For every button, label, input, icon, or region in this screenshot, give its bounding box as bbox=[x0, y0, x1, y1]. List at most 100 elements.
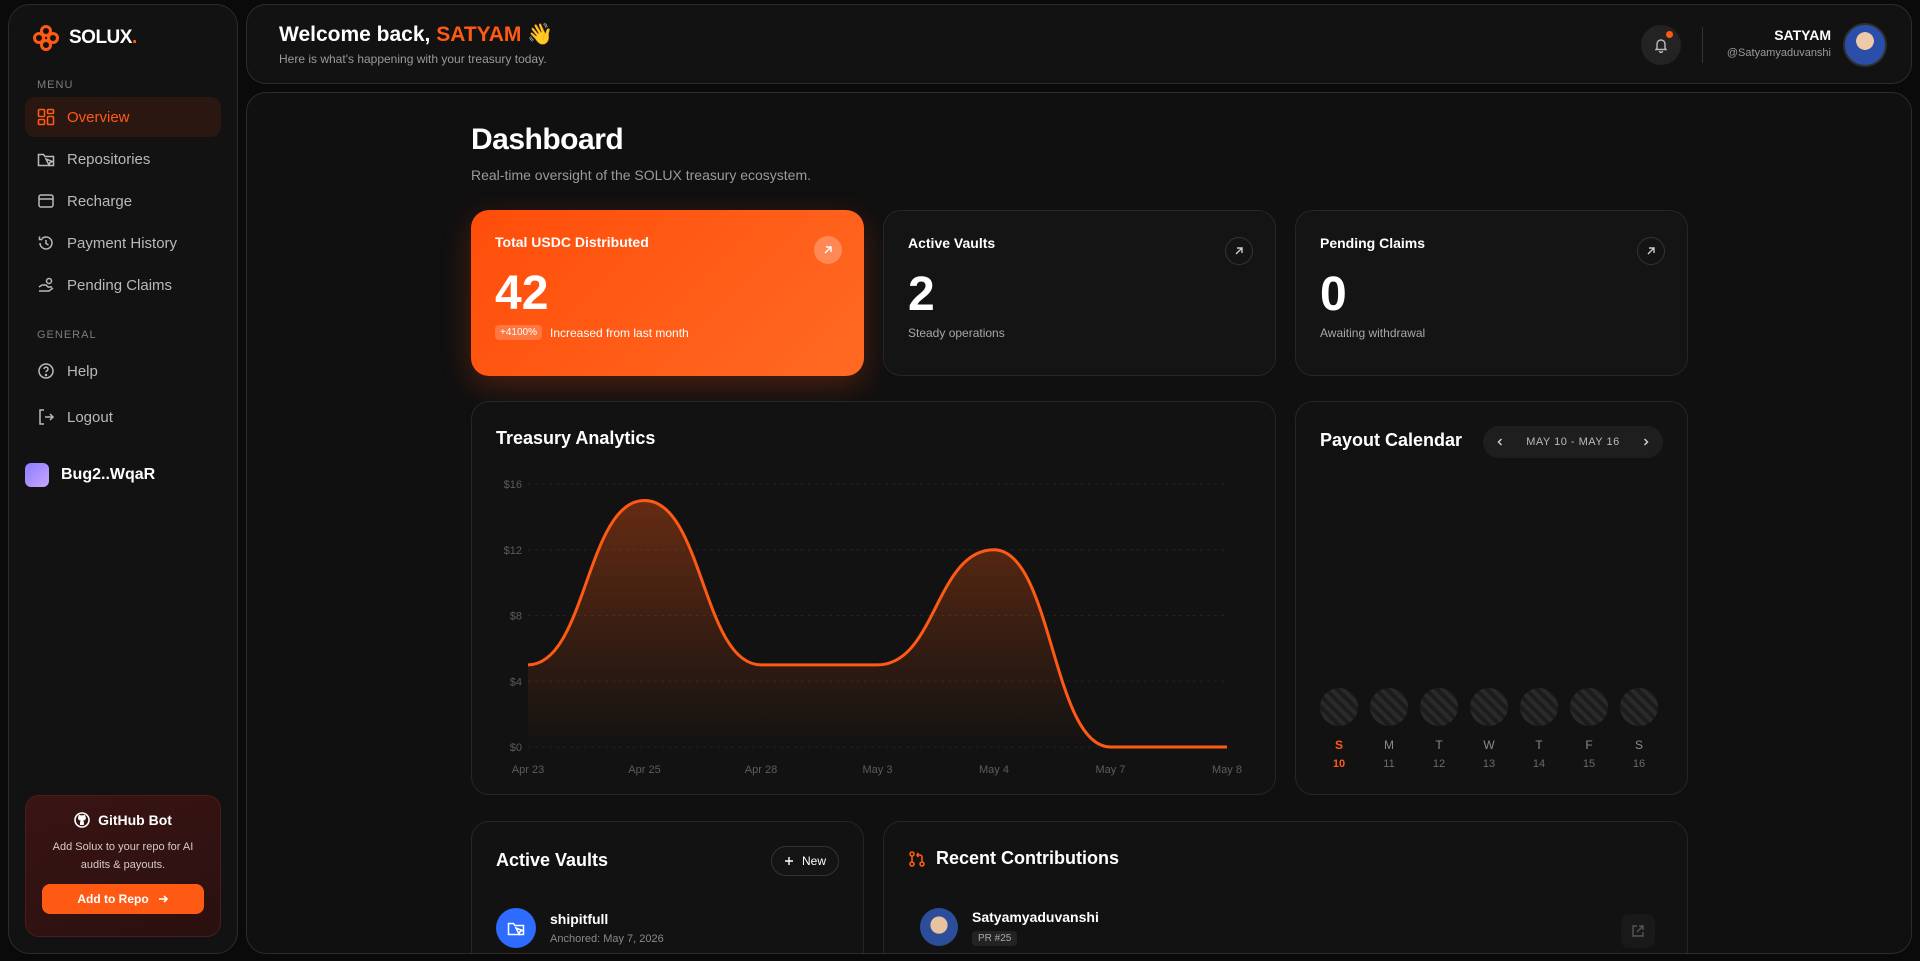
history-icon bbox=[38, 236, 53, 250]
profile-name: SATYAM bbox=[1774, 27, 1831, 43]
calendar-day[interactable]: S 10 bbox=[1320, 688, 1358, 770]
calendar-day-indicator bbox=[1570, 688, 1608, 726]
treasury-chart[interactable]: $0 $4 $8 $12 $16 Apr 23 Apr 25 Apr 28 May 3 May 4… bbox=[472, 402, 1277, 796]
stat-card-pending-claims[interactable]: Pending Claims 0 Awaiting withdrawal bbox=[1295, 210, 1688, 376]
top-header: Welcome back, SATYAM 👋 Here is what's ha… bbox=[246, 4, 1912, 84]
github-bot-card: GitHub Bot Add Solux to your repo for AI… bbox=[25, 795, 221, 937]
calendar-day-number: 13 bbox=[1482, 758, 1496, 770]
profile-avatar[interactable] bbox=[1843, 23, 1887, 67]
y-tick-label: $12 bbox=[504, 545, 522, 557]
calendar-day[interactable]: W 13 bbox=[1470, 688, 1508, 770]
open-stat-button[interactable] bbox=[1225, 237, 1253, 265]
folder-cursor-icon bbox=[496, 908, 536, 948]
logout-icon bbox=[39, 409, 55, 425]
x-tick-label: May 8 bbox=[1212, 764, 1242, 776]
chevron-right-icon[interactable] bbox=[1641, 437, 1651, 447]
sidebar-item-help[interactable]: Help bbox=[25, 351, 221, 391]
x-tick-label: May 3 bbox=[863, 764, 893, 776]
stat-label: Active Vaults bbox=[908, 235, 996, 251]
calendar-day[interactable]: M 11 bbox=[1370, 688, 1408, 770]
calendar-day-indicator bbox=[1520, 688, 1558, 726]
grid-icon bbox=[37, 108, 55, 126]
recent-contributions-panel: Recent Contributions Satyamyaduvanshi PR… bbox=[883, 821, 1688, 953]
calendar-day[interactable]: T 12 bbox=[1420, 688, 1458, 770]
sidebar-item-label: Pending Claims bbox=[67, 276, 173, 294]
open-stat-button[interactable] bbox=[814, 236, 842, 264]
welcome-user-name: SATYAM bbox=[436, 23, 522, 46]
growth-badge: +4100% bbox=[495, 325, 542, 340]
x-tick-label: Apr 23 bbox=[512, 764, 544, 776]
welcome-prefix: Welcome back, bbox=[279, 23, 431, 46]
sidebar-item-label: Repositories bbox=[67, 150, 151, 168]
page-title: Dashboard bbox=[471, 123, 624, 156]
stat-label: Total USDC Distributed bbox=[495, 234, 649, 250]
plus-icon bbox=[784, 857, 793, 865]
folder-cursor-icon bbox=[37, 153, 55, 167]
wallet-chip[interactable]: Bug2..WqaR bbox=[25, 463, 155, 487]
arrow-up-right-icon bbox=[1235, 247, 1243, 255]
notifications-button[interactable] bbox=[1641, 25, 1681, 65]
sidebar-item-overview[interactable]: Overview bbox=[25, 97, 221, 137]
calendar-day-number: 16 bbox=[1632, 758, 1646, 770]
sidebar-item-payment-history[interactable]: Payment History bbox=[25, 223, 221, 263]
calendar-day[interactable]: T 14 bbox=[1520, 688, 1558, 770]
list-item[interactable]: shipitfull Anchored: May 7, 2026 bbox=[496, 908, 664, 948]
vault-name: shipitfull bbox=[550, 911, 609, 927]
welcome-heading: Welcome back, SATYAM 👋 bbox=[279, 23, 553, 47]
main-content: Dashboard Real-time oversight of the SOL… bbox=[246, 92, 1912, 954]
stat-subtext: Steady operations bbox=[908, 326, 1005, 340]
menu-section-label: MENU bbox=[37, 79, 74, 91]
github-card-description: Add Solux to your repo for AI audits & p… bbox=[52, 841, 194, 871]
chevron-left-icon[interactable] bbox=[1495, 437, 1505, 447]
wallet-avatar-icon bbox=[25, 463, 49, 487]
sidebar-item-label: Logout bbox=[67, 408, 113, 426]
brand-name: SOLUX. bbox=[69, 27, 137, 48]
calendar-day[interactable]: F 15 bbox=[1570, 688, 1608, 770]
calendar-day-letter: T bbox=[1535, 738, 1543, 752]
calendar-range-picker: MAY 10 - MAY 16 bbox=[1483, 426, 1663, 458]
calendar-day-indicator bbox=[1320, 688, 1358, 726]
calendar-day-number: 15 bbox=[1582, 758, 1596, 770]
stat-card-total-usdc[interactable]: Total USDC Distributed 42 +4100% Increas… bbox=[471, 210, 864, 376]
stat-card-active-vaults[interactable]: Active Vaults 2 Steady operations bbox=[883, 210, 1276, 376]
new-vault-label: New bbox=[801, 854, 826, 868]
github-icon bbox=[74, 812, 90, 828]
x-tick-label: Apr 25 bbox=[628, 764, 660, 776]
new-vault-button[interactable]: New bbox=[770, 846, 839, 876]
add-to-repo-label: Add to Repo bbox=[77, 892, 149, 906]
stat-subtext: +4100% Increased from last month bbox=[495, 325, 840, 340]
calendar-day-indicator bbox=[1470, 688, 1508, 726]
sidebar: SOLUX. MENU Overview Repositories Rechar… bbox=[8, 4, 238, 954]
panel-title: Payout Calendar bbox=[1320, 430, 1463, 450]
calendar-day-number: 12 bbox=[1432, 758, 1446, 770]
active-vaults-panel: Active Vaults New shipitfull Anchored: M… bbox=[471, 821, 864, 953]
sidebar-item-logout[interactable]: Logout bbox=[25, 397, 221, 437]
brand-logo[interactable]: SOLUX. bbox=[33, 25, 137, 51]
external-link-icon bbox=[1632, 925, 1644, 937]
sidebar-item-label: Help bbox=[67, 362, 98, 380]
bell-icon bbox=[1654, 39, 1668, 53]
logo-mark-icon bbox=[33, 25, 59, 51]
pr-badge: PR #25 bbox=[972, 930, 1018, 946]
calendar-day-number: 11 bbox=[1383, 758, 1395, 770]
calendar-day[interactable]: S 16 bbox=[1620, 688, 1658, 770]
profile-handle: @Satyamyaduvanshi bbox=[1726, 47, 1831, 59]
calendar-day-letter: M bbox=[1384, 738, 1394, 752]
header-divider bbox=[1702, 27, 1703, 63]
git-pull-request-icon bbox=[909, 850, 925, 867]
calendar-day-indicator bbox=[1420, 688, 1458, 726]
vault-anchored-date: Anchored: May 7, 2026 bbox=[550, 933, 664, 945]
wallet-icon bbox=[38, 194, 54, 208]
x-tick-label: Apr 28 bbox=[745, 764, 777, 776]
open-external-button[interactable] bbox=[1621, 914, 1655, 948]
open-stat-button[interactable] bbox=[1637, 237, 1665, 265]
sidebar-item-repositories[interactable]: Repositories bbox=[25, 139, 221, 179]
panel-title: Active Vaults bbox=[496, 850, 609, 870]
sidebar-item-label: Recharge bbox=[67, 192, 133, 210]
list-item[interactable]: Satyamyaduvanshi PR #25 bbox=[920, 908, 1099, 946]
help-circle-icon bbox=[38, 363, 54, 379]
sidebar-item-pending-claims[interactable]: Pending Claims bbox=[25, 265, 221, 305]
treasury-analytics-panel: Treasury Analytics $0 $4 $8 $12 $16 Apr 23 Apr… bbox=[471, 401, 1276, 795]
sidebar-item-recharge[interactable]: Recharge bbox=[25, 181, 221, 221]
add-to-repo-button[interactable]: Add to Repo bbox=[42, 884, 204, 914]
